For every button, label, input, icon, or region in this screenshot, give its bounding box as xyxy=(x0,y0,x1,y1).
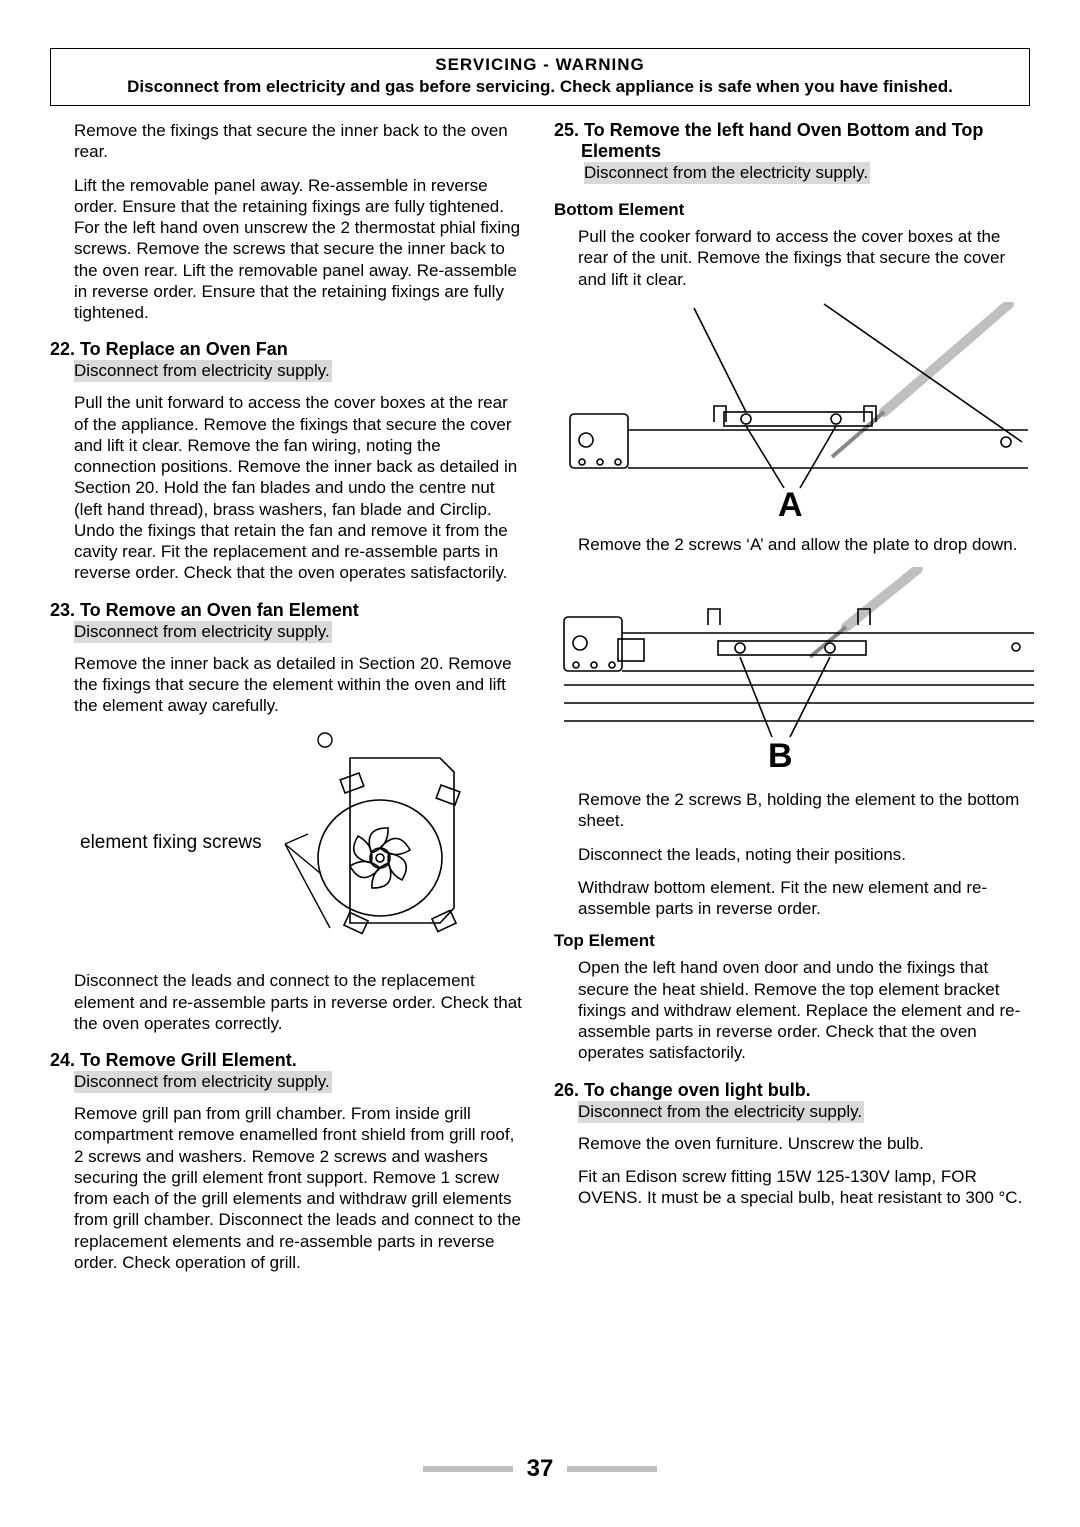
section-24-title: 24. To Remove Grill Element. xyxy=(77,1050,526,1071)
fan-element-figure: element fixing screws xyxy=(50,728,526,958)
intro-para-1: Remove the fixings that secure the inner… xyxy=(74,120,526,163)
content-columns: Remove the fixings that secure the inner… xyxy=(50,120,1030,1285)
section-24-disconnect: Disconnect from electricity supply. xyxy=(74,1071,332,1093)
right-column: 25. To Remove the left hand Oven Bottom … xyxy=(554,120,1030,1285)
top-element-head: Top Element xyxy=(554,931,1030,951)
section-23-body-2: Disconnect the leads and connect to the … xyxy=(74,970,526,1034)
section-25-title: 25. To Remove the left hand Oven Bottom … xyxy=(581,120,1030,162)
section-22-title: 22. To Replace an Oven Fan xyxy=(77,339,526,360)
bottom-element-head: Bottom Element xyxy=(554,200,1030,220)
figure-a: A xyxy=(564,302,1030,522)
section-26-title: 26. To change oven light bulb. xyxy=(581,1080,1030,1101)
section-26-disconnect: Disconnect from the electricity supply. xyxy=(578,1101,864,1123)
section-25-disconnect: Disconnect from the electricity supply. xyxy=(584,162,870,184)
warning-box: SERVICING - WARNING Disconnect from elec… xyxy=(50,48,1030,106)
figure-b-letter: B xyxy=(768,737,793,775)
section-26-body-2: Fit an Edison screw fitting 15W 125-130V… xyxy=(578,1166,1030,1209)
figure-a-letter: A xyxy=(778,486,803,522)
section-26-body-1: Remove the oven furniture. Unscrew the b… xyxy=(578,1133,1030,1154)
section-24-body: Remove grill pan from grill chamber. Fro… xyxy=(74,1103,526,1273)
figure-b: B xyxy=(558,567,1030,777)
footer-bar-right xyxy=(567,1466,657,1472)
section-23-disconnect: Disconnect from electricity supply. xyxy=(74,621,332,643)
page-number: 37 xyxy=(527,1455,554,1483)
page-footer: 37 xyxy=(0,1455,1080,1483)
intro-para-2: Lift the removable panel away. Re-assemb… xyxy=(74,175,526,324)
fan-label-text: element fixing screws xyxy=(80,832,262,853)
section-25-top-p1: Open the left hand oven door and undo th… xyxy=(578,957,1030,1063)
footer-bar-left xyxy=(423,1466,513,1472)
section-23-body-1: Remove the inner back as detailed in Sec… xyxy=(74,653,526,717)
section-25-bottom-p5: Withdraw bottom element. Fit the new ele… xyxy=(578,877,1030,920)
section-25-bottom-p3: Remove the 2 screws B, holding the eleme… xyxy=(578,789,1030,832)
section-25-bottom-p4: Disconnect the leads, noting their posit… xyxy=(578,844,1030,865)
section-25-bottom-p2: Remove the 2 screws ‘A’ and allow the pl… xyxy=(578,534,1030,555)
section-22-disconnect: Disconnect from electricity supply. xyxy=(74,360,332,382)
left-column: Remove the fixings that secure the inner… xyxy=(50,120,526,1285)
warning-subtitle: Disconnect from electricity and gas befo… xyxy=(59,77,1021,97)
warning-title: SERVICING - WARNING xyxy=(59,55,1021,75)
section-23-title: 23. To Remove an Oven fan Element xyxy=(77,600,526,621)
section-25-bottom-p1: Pull the cooker forward to access the co… xyxy=(578,226,1030,290)
section-22-body: Pull the unit forward to access the cove… xyxy=(74,392,526,583)
